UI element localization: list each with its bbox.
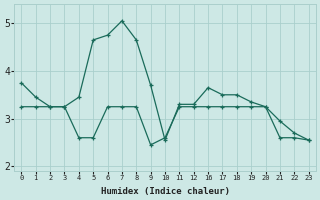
X-axis label: Humidex (Indice chaleur): Humidex (Indice chaleur): [100, 187, 229, 196]
